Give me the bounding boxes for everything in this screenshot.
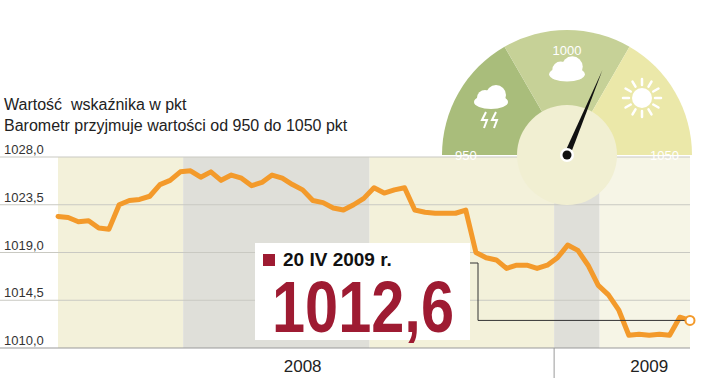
y-tick-label: 1014,5 <box>4 285 44 300</box>
y-tick-label: 1028,0 <box>4 142 44 157</box>
gauge-tick-label: 1050 <box>650 148 679 163</box>
sun-icon <box>623 79 661 117</box>
cloud-icon <box>549 56 585 81</box>
x-tick-label: 2008 <box>284 357 322 376</box>
gauge-tick-label: 950 <box>455 148 477 163</box>
cloud-icon <box>474 85 508 109</box>
cloud-part <box>486 85 506 105</box>
x-tick-label: 2009 <box>630 357 668 376</box>
grid-line <box>0 204 690 205</box>
sun-ray <box>626 105 631 108</box>
gauge-needle <box>564 70 602 156</box>
year-separator <box>554 348 555 378</box>
annotation-value: 1012,6 <box>272 267 454 347</box>
annotation-marker <box>263 254 275 266</box>
sun-ray <box>649 82 652 87</box>
gauge-hub <box>517 105 617 205</box>
title: Wartość wskaźnika w pkt <box>4 96 187 113</box>
y-tick-label: 1023,5 <box>4 190 44 205</box>
gauge-pivot <box>563 151 572 160</box>
subtitle: Barometr przyjmuje wartości od 950 do 10… <box>4 117 348 134</box>
sun-ray <box>626 89 631 92</box>
sun-ray <box>633 109 636 114</box>
sun-ray <box>633 82 636 87</box>
lightning-icon <box>482 112 497 128</box>
sun-ray <box>655 97 661 100</box>
cloud-part <box>562 56 583 77</box>
gauge-pivot-ring <box>560 148 574 162</box>
gauge-tick-label: 1000 <box>553 43 582 58</box>
chart: 1010,0 1014,5 1019,0 1023,5 1028,0 2008 2009 Wa… <box>0 0 720 378</box>
y-tick-label: 1010,0 <box>4 333 44 348</box>
sun-ray <box>653 105 658 108</box>
sun-ray <box>641 111 644 117</box>
grid-line <box>0 347 690 348</box>
sun-ray <box>641 79 644 85</box>
end-point <box>686 316 695 325</box>
y-tick-label: 1019,0 <box>4 238 44 253</box>
sun-ray <box>623 97 629 100</box>
annotation-connector <box>470 263 685 320</box>
sun-ray <box>649 109 652 114</box>
sun-ray <box>653 89 658 92</box>
sun-core <box>632 88 652 108</box>
